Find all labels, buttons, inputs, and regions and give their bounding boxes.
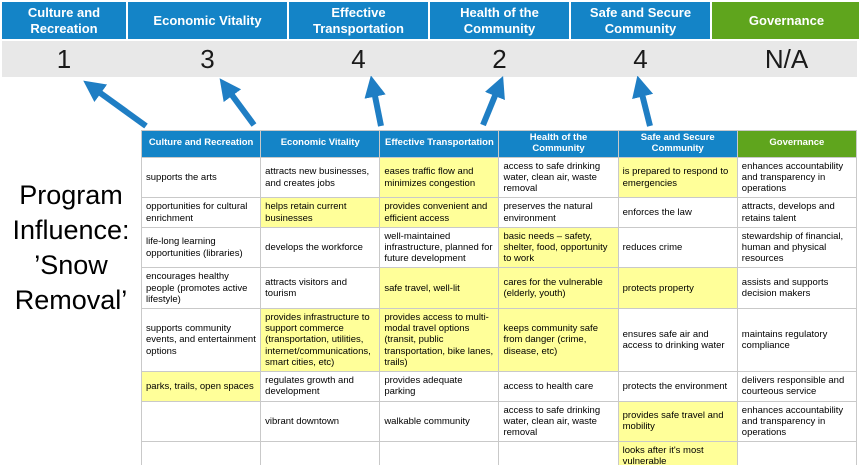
arrow-health-icon <box>480 76 505 127</box>
matrix-column-header: Culture and Recreation <box>140 130 262 158</box>
arrow-transportation-icon <box>364 76 386 127</box>
pillar-header: Safe and Secure Community <box>571 2 710 39</box>
matrix-cell: attracts new businesses, and creates job… <box>260 156 381 199</box>
matrix-row: parks, trails, open spaces regulates grow… <box>140 371 858 402</box>
pillar-score: 4 <box>633 43 648 74</box>
matrix-cell <box>498 441 619 465</box>
matrix-cell: delivers responsible and courteous servi… <box>736 371 858 402</box>
matrix-cell: walkable community <box>379 400 500 443</box>
arrow-economic-icon <box>219 78 257 127</box>
matrix-cell: safe travel, well-lit <box>379 267 500 310</box>
pillar-score: N/A <box>764 43 809 74</box>
matrix-cell: protects property <box>617 267 738 310</box>
matrix-cell: provides convenient and efficient access <box>379 197 500 228</box>
matrix-column-header: Safe and Secure Community <box>617 130 738 158</box>
pillar-header: Governance <box>712 2 859 39</box>
matrix-row: life-long learning opportunities (librar… <box>140 226 858 269</box>
matrix-cell: access to safe drinking water, clean air… <box>498 156 619 199</box>
matrix-cell: is prepared to respond to emergencies <box>617 156 738 199</box>
matrix-cell: life-long learning opportunities (librar… <box>140 226 262 269</box>
matrix-row: looks after it's most vulnerable <box>140 441 858 465</box>
scoreboard-headers: Culture and Recreation Economic Vitality E… <box>2 2 859 39</box>
matrix-cell: preserves the natural environment <box>498 197 619 228</box>
arrow-safety-icon <box>632 76 654 127</box>
matrix-header-row: Culture and Recreation Economic Vitality E… <box>140 130 858 158</box>
matrix-cell: assists and supports decision makers <box>736 267 858 310</box>
matrix-cell: attracts visitors and tourism <box>260 267 381 310</box>
pillar-header: Culture and Recreation <box>2 2 126 39</box>
matrix-cell: stewardship of financial, human and phys… <box>736 226 858 269</box>
matrix-cell: vibrant downtown <box>260 400 381 443</box>
matrix-cell: parks, trails, open spaces <box>140 371 262 402</box>
matrix-body: supports the arts attracts new businesses… <box>140 156 858 465</box>
matrix-cell: provides adequate parking <box>379 371 500 402</box>
pillar-header: Health of the Community <box>430 2 569 39</box>
pillar-header: Economic Vitality <box>128 2 287 39</box>
arrow-culture-icon <box>83 80 148 129</box>
matrix-cell: access to health care <box>498 371 619 402</box>
slide-title: Program Influence: ’Snow Removal’ <box>12 180 130 316</box>
matrix-column-header: Governance <box>736 130 858 158</box>
matrix-cell: supports the arts <box>140 156 262 199</box>
matrix-cell: enhances accountability and transparency… <box>736 156 858 199</box>
pillar-score: 4 <box>351 43 366 74</box>
matrix-cell: enforces the law <box>617 197 738 228</box>
matrix-cell: regulates growth and development <box>260 371 381 402</box>
matrix-cell <box>260 441 381 465</box>
matrix-cell <box>736 441 858 465</box>
matrix-cell: provides infrastructure to support comme… <box>260 308 381 373</box>
matrix-column-header: Health of the Community <box>498 130 619 158</box>
pillar-header: Effective Transportation <box>289 2 428 39</box>
matrix-row: opportunities for cultural enrichment hel… <box>140 197 858 228</box>
matrix-cell: looks after it's most vulnerable <box>617 441 738 465</box>
pillar-score: 2 <box>492 43 507 74</box>
matrix-cell: cares for the vulnerable (elderly, youth… <box>498 267 619 310</box>
matrix-column-header: Economic Vitality <box>260 130 381 158</box>
matrix-cell <box>140 400 262 443</box>
matrix-row: supports community events, and entertain… <box>140 308 858 373</box>
matrix-cell: develops the workforce <box>260 226 381 269</box>
matrix-cell: maintains regulatory compliance <box>736 308 858 373</box>
matrix-cell: access to safe drinking water, clean air… <box>498 400 619 443</box>
matrix-cell: protects the environment <box>617 371 738 402</box>
matrix-cell: provides access to multi-modal travel op… <box>379 308 500 373</box>
matrix-cell: reduces crime <box>617 226 738 269</box>
pillar-score: 1 <box>56 43 72 74</box>
scoreboard-scores: 1 3 4 2 4 N/A <box>2 41 857 77</box>
matrix-cell: helps retain current businesses <box>260 197 381 228</box>
matrix-cell: attracts, develops and retains talent <box>736 197 858 228</box>
matrix-cell <box>379 441 500 465</box>
matrix-cell: well-maintained infrastructure, planned … <box>379 226 500 269</box>
matrix-column-header: Effective Transportation <box>379 130 500 158</box>
matrix-cell <box>140 441 262 465</box>
matrix-row: encourages healthy people (promotes acti… <box>140 267 858 310</box>
matrix-cell: ensures safe air and access to drinking … <box>617 308 738 373</box>
matrix-cell: encourages healthy people (promotes acti… <box>140 267 262 310</box>
influence-arrows <box>83 76 654 129</box>
matrix-cell: enhances accountability and transparency… <box>736 400 858 443</box>
matrix-row: supports the arts attracts new businesses… <box>140 156 858 199</box>
matrix-cell: provides safe travel and mobility <box>617 400 738 443</box>
matrix-cell: eases traffic flow and minimizes congest… <box>379 156 500 199</box>
matrix-cell: opportunities for cultural enrichment <box>140 197 262 228</box>
matrix-cell: keeps community safe from danger (crime,… <box>498 308 619 373</box>
influence-matrix: Culture and Recreation Economic Vitality E… <box>140 130 858 465</box>
matrix-cell: supports community events, and entertain… <box>140 308 262 373</box>
matrix-row: vibrant downtown walkable community access… <box>140 400 858 443</box>
pillar-score: 3 <box>200 43 215 74</box>
matrix-cell: basic needs – safety, shelter, food, opp… <box>498 226 619 269</box>
